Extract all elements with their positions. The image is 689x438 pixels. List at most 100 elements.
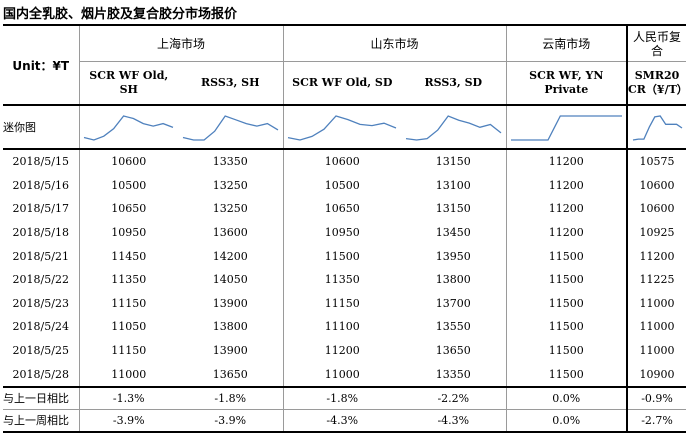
price-cell: 13100 xyxy=(401,173,507,198)
price-cell: 13600 xyxy=(178,220,284,245)
price-cell: 11000 xyxy=(111,367,147,381)
price-cell: 13900 xyxy=(178,338,284,363)
market-header-shanghai: 上海市场 xyxy=(79,25,284,62)
change-cell: -1.3% xyxy=(112,391,145,405)
price-cell: 13900 xyxy=(178,291,284,316)
price-cell: 13700 xyxy=(401,291,507,316)
table-row: 2018/5/24 11050 13800 11100 13550 11500 11000 xyxy=(3,315,686,339)
price-cell: 10600 xyxy=(111,155,147,169)
table-row: 2018/5/21 11450 14200 11500 13950 11500 11200 xyxy=(3,244,686,268)
price-cell: 11200 xyxy=(639,249,675,263)
price-cell: 10500 xyxy=(111,178,147,192)
date-cell: 2018/5/24 xyxy=(3,315,80,339)
table-row: 2018/5/18 10950 13600 10950 13450 11200 10925 xyxy=(3,220,686,245)
price-cell: 11000 xyxy=(639,296,675,310)
price-cell: 11150 xyxy=(111,296,147,310)
sparkline-chart xyxy=(288,115,397,141)
product-header: RSS3, SD xyxy=(401,61,507,105)
price-cell: 10600 xyxy=(639,202,675,216)
price-cell: 10575 xyxy=(639,155,675,169)
product-header: SCR WF Old, SH xyxy=(89,69,169,96)
price-cell: 13450 xyxy=(401,220,507,245)
sparkline-cell xyxy=(79,105,178,149)
sparkline-chart xyxy=(510,115,622,141)
price-cell: 13250 xyxy=(178,173,284,198)
price-cell: 11500 xyxy=(324,249,360,263)
sparkline-label: 迷你图 xyxy=(3,105,80,149)
sparkline-line xyxy=(182,115,279,141)
sparkline-line xyxy=(510,115,622,141)
unit-label: Unit：¥T xyxy=(3,25,80,106)
sparkline-chart xyxy=(84,115,174,141)
price-cell: 10900 xyxy=(639,367,675,381)
change-cell: -4.3% xyxy=(326,413,359,427)
price-cell: 10600 xyxy=(324,155,360,169)
price-cell: 11200 xyxy=(324,344,360,358)
price-cell: 10650 xyxy=(111,202,147,216)
date-cell: 2018/5/21 xyxy=(3,244,80,268)
change-cell: -0.9% xyxy=(641,391,673,405)
price-cell: 13650 xyxy=(401,338,507,363)
change-cell: -1.8% xyxy=(326,391,359,405)
sparkline-chart xyxy=(405,115,502,141)
sparkline-line xyxy=(632,115,682,141)
date-cell: 2018/5/28 xyxy=(3,362,80,387)
date-cell: 2018/5/17 xyxy=(3,197,80,221)
price-cell: 13250 xyxy=(178,197,284,221)
table-row: 2018/5/22 11350 14050 11350 13800 11500 11225 xyxy=(3,267,686,292)
table-row: 2018/5/28 11000 13650 11000 13350 11500 10900 xyxy=(3,362,686,387)
price-cell: 11500 xyxy=(506,267,629,292)
price-cell: 14200 xyxy=(178,244,284,268)
price-cell: 10950 xyxy=(324,226,360,240)
price-cell: 11100 xyxy=(324,320,360,334)
date-cell: 2018/5/18 xyxy=(3,220,80,245)
market-header-shandong: 山东市场 xyxy=(283,25,507,62)
price-cell: 13650 xyxy=(178,362,284,387)
price-cell: 11200 xyxy=(506,220,629,245)
price-cell: 13950 xyxy=(401,244,507,268)
price-cell: 11500 xyxy=(506,362,629,387)
price-cell: 11000 xyxy=(639,344,675,358)
product-header: SMR20 CR（¥/T） xyxy=(628,69,687,96)
sparkline-line xyxy=(84,115,174,141)
sparkline-chart xyxy=(182,115,279,141)
change-cell: -2.7% xyxy=(641,413,673,427)
price-cell: 11450 xyxy=(111,249,147,263)
price-cell: 11350 xyxy=(111,273,147,287)
price-cell: 13800 xyxy=(401,267,507,292)
comparison-label: 与上一日相比 xyxy=(3,386,80,410)
change-cell: -3.9% xyxy=(178,409,284,432)
price-cell: 11200 xyxy=(506,173,629,198)
price-cell: 10500 xyxy=(324,178,360,192)
change-cell: 0.0% xyxy=(506,409,629,432)
date-cell: 2018/5/15 xyxy=(3,149,80,174)
price-cell: 14050 xyxy=(178,267,284,292)
price-cell: 11350 xyxy=(324,273,360,287)
price-cell: 13150 xyxy=(401,197,507,221)
change-cell: 0.0% xyxy=(506,386,629,410)
date-cell: 2018/5/16 xyxy=(3,173,80,198)
price-cell: 11050 xyxy=(111,320,147,334)
market-header-yunnan: 云南市场 xyxy=(506,25,629,62)
product-header: SCR WF, YN Private xyxy=(506,61,629,105)
price-cell: 11200 xyxy=(506,149,629,174)
change-cell: -2.2% xyxy=(401,386,507,410)
table-row: 2018/5/16 10500 13250 10500 13100 11200 10600 xyxy=(3,173,686,198)
market-header-rmb-composite: 人民币复合 xyxy=(627,25,687,62)
price-cell: 11150 xyxy=(324,296,360,310)
table-row: 2018/5/15 10600 13350 10600 13150 11200 10575 xyxy=(3,149,686,174)
price-cell: 11500 xyxy=(506,338,629,363)
product-header: RSS3, SH xyxy=(178,61,284,105)
price-table: Unit：¥T 上海市场 山东市场 云南市场 人民币复合 SCR WF Old,… xyxy=(3,24,687,433)
price-cell: 13800 xyxy=(178,315,284,339)
sparkline-line xyxy=(288,115,397,141)
comparison-row: 与上一周相比 -3.9% -3.9% -4.3% -4.3% 0.0% -2.7% xyxy=(3,409,687,432)
price-cell: 11000 xyxy=(324,367,360,381)
product-header: SCR WF Old, SD xyxy=(292,76,393,89)
date-cell: 2018/5/23 xyxy=(3,291,80,316)
sparkline-chart xyxy=(632,115,682,141)
price-cell: 11500 xyxy=(506,244,629,268)
price-cell: 13550 xyxy=(401,315,507,339)
price-cell: 11500 xyxy=(506,291,629,316)
